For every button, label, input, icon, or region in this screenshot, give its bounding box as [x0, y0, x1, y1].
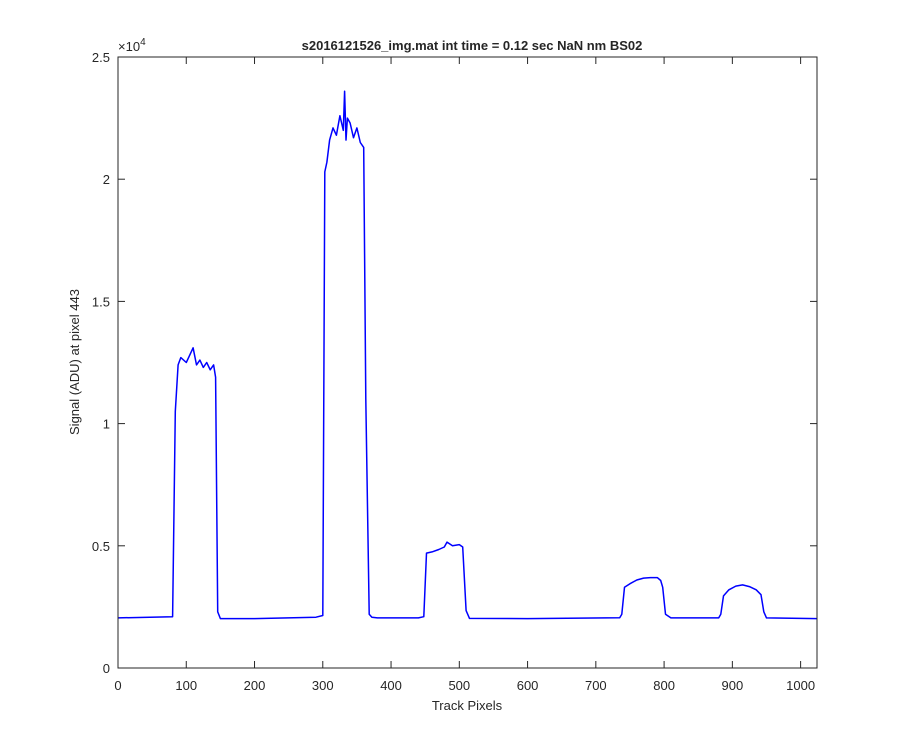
x-tick-label: 900	[722, 678, 744, 693]
x-tick-label: 800	[653, 678, 675, 693]
y-tick-label: 1	[103, 417, 110, 432]
y-axis-ticks: 0 0.5 1 1.5 2 2.5	[92, 50, 817, 676]
y-tick-label: 0.5	[92, 539, 110, 554]
y-axis-label: Signal (ADU) at pixel 443	[67, 289, 82, 435]
x-tick-label: 0	[114, 678, 121, 693]
x-axis-label: Track Pixels	[432, 698, 503, 713]
plot-area	[118, 57, 817, 668]
x-tick-label: 100	[175, 678, 197, 693]
x-tick-label: 1000	[786, 678, 815, 693]
series-line	[117, 90, 818, 620]
exponent-power: 4	[140, 37, 146, 48]
x-tick-label: 500	[448, 678, 470, 693]
x-axis-ticks: 0 100 200 300 400 500 600 700 800 900 1000	[114, 57, 815, 693]
x-tick-label: 400	[380, 678, 402, 693]
x-tick-label: 200	[244, 678, 266, 693]
x-tick-label: 600	[517, 678, 539, 693]
axes-box	[117, 56, 818, 669]
y-tick-label: 1.5	[92, 294, 110, 309]
chart-title: s2016121526_img.mat int time = 0.12 sec …	[302, 38, 643, 53]
x-tick-label: 300	[312, 678, 334, 693]
data-layer	[117, 90, 818, 620]
y-axis-exponent: ×104	[118, 37, 146, 54]
x-tick-label: 700	[585, 678, 607, 693]
exponent-base: ×10	[118, 39, 140, 54]
y-tick-label: 0	[103, 661, 110, 676]
y-tick-label: 2	[103, 172, 110, 187]
y-tick-label: 2.5	[92, 50, 110, 65]
